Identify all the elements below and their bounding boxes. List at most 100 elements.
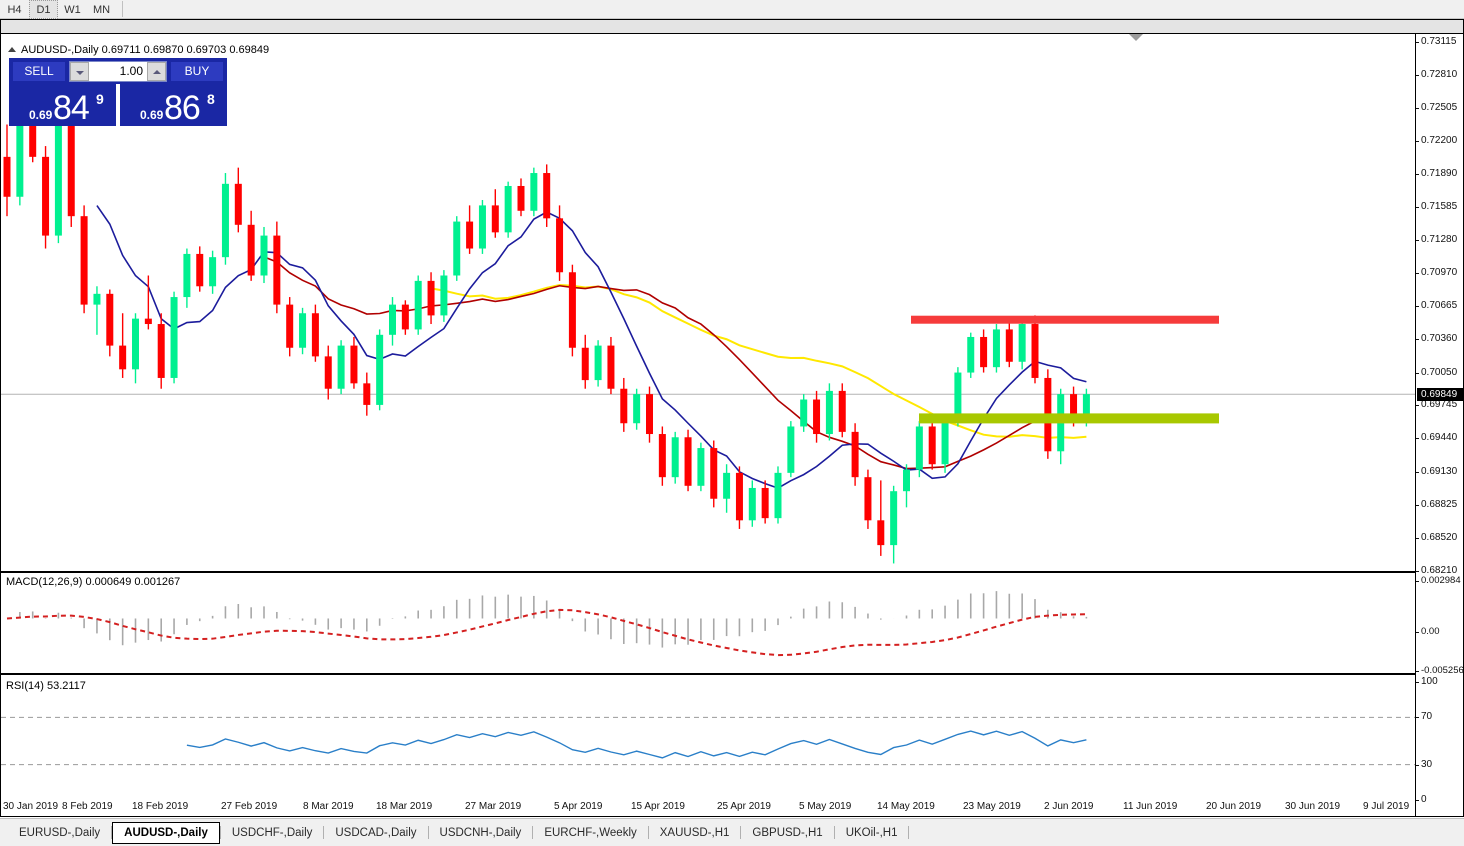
sell-price-fraction: 9 [96,91,104,107]
symbol-tab-audusd[interactable]: AUDUSD-,Daily [112,821,220,844]
candle-body [813,399,821,435]
price-tick: 0.71280 [1416,234,1457,245]
tab-divider [111,826,113,839]
candle-body [234,183,242,225]
volume-stepper[interactable]: 1.00 [69,61,167,82]
symbol-tab-xauusd[interactable]: XAUUSD-,H1 [659,826,730,839]
candle-body [903,469,910,492]
date-tick: 8 Mar 2019 [303,801,354,812]
one-click-trading-panel[interactable]: SELL 1.00 BUY 0.69 84 9 0.69 86 8 [9,58,227,127]
timeframe-mn[interactable]: MN [92,4,111,16]
price-scale[interactable]: 0.73115 0.72810 0.72505 0.72200 0.71890 0.715… [1415,34,1464,816]
timeframe-h4[interactable]: H4 [7,4,22,16]
candle-body [29,119,37,157]
candle-body [594,345,602,381]
buy-price-prefix: 0.69 [140,108,164,122]
date-tick: 8 Feb 2019 [62,801,113,812]
date-tick: 5 May 2019 [799,801,852,812]
pane-separator-rsi-top [1,674,1463,675]
candle-body [658,434,666,478]
chart-plot-surface[interactable] [1,34,1415,817]
candle-body [684,437,692,486]
candle-body [363,383,371,405]
candle-body [735,472,743,521]
buy-price-big: 86 [164,89,201,127]
support-level-line[interactable] [919,413,1219,424]
candle-body [723,472,731,499]
rsi-tick: 100 [1416,676,1438,687]
rsi-tick: 70 [1416,711,1432,722]
chart-collapse-icon[interactable] [8,47,16,52]
candle-body [286,304,294,348]
candle-body [466,221,474,249]
date-tick: 30 Jan 2019 [3,801,59,812]
price-tick: 0.70360 [1416,333,1457,344]
ma-yellow-line [430,283,1087,439]
price-tick: 0.69745 [1416,399,1457,410]
resistance-level-line[interactable] [911,315,1219,324]
date-tick: 25 Apr 2019 [717,801,771,812]
price-tick: 0.73115 [1416,36,1456,47]
candle-body [864,477,872,521]
symbol-tab-usdcad[interactable]: USDCAD-,Daily [335,826,417,839]
candle-body [761,487,769,519]
candle-body [401,304,409,330]
candle-body [748,487,756,521]
candle-body [1082,394,1090,422]
candle-body [556,218,564,273]
chart-window[interactable]: AUDUSD-,Daily 0.69711 0.69870 0.69703 0.… [0,19,1464,817]
pane-separator-macd-top2 [1,572,1463,573]
symbol-tab-usdchf[interactable]: USDCHF-,Daily [231,826,313,839]
volume-input[interactable]: 1.00 [119,64,143,78]
candle-body [851,431,859,478]
symbol-tab-gbpusd[interactable]: GBPUSD-,H1 [752,826,823,839]
buy-price-quote[interactable]: 0.69 86 8 [120,84,227,127]
volume-decrement-icon[interactable] [70,62,89,81]
candle-body [311,313,319,357]
symbol-tab-eurchf[interactable]: EURCHF-,Weekly [544,826,637,839]
candle-body [350,345,358,384]
candle-body [633,394,641,424]
candle-body [787,426,795,473]
symbol-tab-usdcnh[interactable]: USDCNH-,Daily [439,826,522,839]
candle-body [170,297,178,378]
date-tick: 9 Jul 2019 [1363,801,1410,812]
sell-button[interactable]: SELL [13,62,65,81]
candle-body [1018,324,1026,362]
price-tick: 0.70665 [1416,300,1457,311]
date-tick: 20 Jun 2019 [1206,801,1262,812]
price-tick: 0.70970 [1416,267,1457,278]
candle-body [196,253,204,287]
candle-body [1031,324,1039,378]
sell-price-quote[interactable]: 0.69 84 9 [9,84,116,127]
price-tick: 0.72200 [1416,135,1457,146]
candle-body [954,372,962,422]
symbol-tab-bar[interactable]: EURUSD-,Daily AUDUSD-,Daily USDCHF-,Daily U… [0,818,1464,846]
date-axis[interactable]: 30 Jan 2019 8 Feb 2019 18 Feb 2019 27 Feb 2… [1,799,1415,816]
candle-body [543,173,551,219]
pane-separator-macd-bottom [1,673,1463,674]
timeframe-d1[interactable]: D1 [29,0,58,19]
chart-scroll-marker-icon[interactable] [1129,34,1143,41]
date-tick: 14 May 2019 [877,801,935,812]
candle-body [825,390,833,435]
tab-divider [532,826,534,839]
candle-body [710,448,718,499]
volume-increment-icon[interactable] [147,62,166,81]
price-tick: 0.69440 [1416,432,1457,443]
rsi-label: RSI(14) 53.2117 [6,680,86,692]
date-tick: 27 Feb 2019 [221,801,278,812]
candle-body [54,121,62,236]
chart-horizontal-scrollbar[interactable] [1,20,1463,34]
candle-body [157,324,165,378]
tab-divider [427,826,429,839]
candle-body [106,293,114,346]
sell-price-prefix: 0.69 [29,108,53,122]
symbol-tab-eurusd[interactable]: EURUSD-,Daily [19,826,101,839]
buy-button[interactable]: BUY [171,62,223,81]
candle-body [491,205,499,233]
timeframe-w1[interactable]: W1 [64,4,81,16]
candle-body [800,399,808,427]
candle-body [1070,394,1078,422]
symbol-tab-ukoil[interactable]: UKOil-,H1 [845,826,898,839]
